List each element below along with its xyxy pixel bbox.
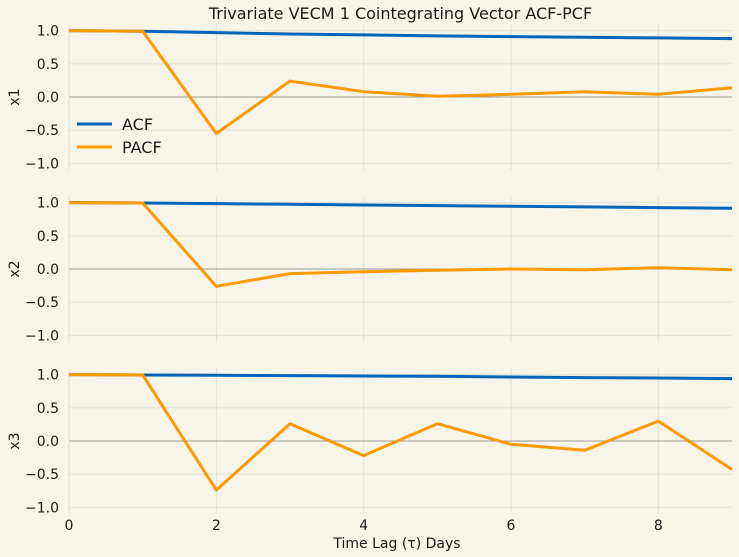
- y-tick-label: −0.5: [25, 467, 59, 483]
- y-tick-label: 0.0: [37, 90, 59, 106]
- y-tick-label: 0.0: [37, 262, 59, 278]
- x-tick-label: 6: [507, 518, 516, 534]
- y-tick-label: −1.0: [25, 328, 59, 344]
- series-line-pacf-x2: [68, 201, 733, 288]
- y-tick-label: 0.5: [37, 229, 59, 245]
- y-tick-label: −1.0: [25, 156, 59, 172]
- x-tick-label: 4: [359, 518, 368, 534]
- x-tick-label: 0: [65, 518, 74, 534]
- y-tick-label: 0.0: [37, 434, 59, 450]
- legend-label-pacf: PACF: [122, 138, 162, 157]
- series-line-acf-x3: [68, 373, 733, 381]
- y-axis-label: x1: [7, 88, 23, 105]
- series-line-pacf-x1: [68, 29, 733, 135]
- y-axis-label: x2: [7, 260, 23, 277]
- y-tick-label: −0.5: [25, 295, 59, 311]
- series-line-acf-x2: [68, 201, 733, 210]
- chart-title: Trivariate VECM 1 Cointegrating Vector A…: [208, 4, 592, 23]
- series-line-pacf-x3: [68, 373, 733, 492]
- y-tick-label: 1.0: [37, 24, 59, 40]
- y-tick-label: 1.0: [37, 196, 59, 212]
- y-tick-label: −1.0: [25, 500, 59, 516]
- series-line-acf-x1: [68, 29, 733, 41]
- y-tick-label: −0.5: [25, 123, 59, 139]
- legend-label-acf: ACF: [122, 115, 153, 134]
- y-tick-label: 1.0: [37, 368, 59, 384]
- x-axis-label: Time Lag (τ) Days: [332, 536, 460, 552]
- y-tick-label: 0.5: [37, 57, 59, 73]
- y-axis-label: x3: [7, 432, 23, 449]
- y-tick-label: 0.5: [37, 401, 59, 417]
- x-tick-label: 8: [654, 518, 663, 534]
- x-tick-label: 2: [212, 518, 221, 534]
